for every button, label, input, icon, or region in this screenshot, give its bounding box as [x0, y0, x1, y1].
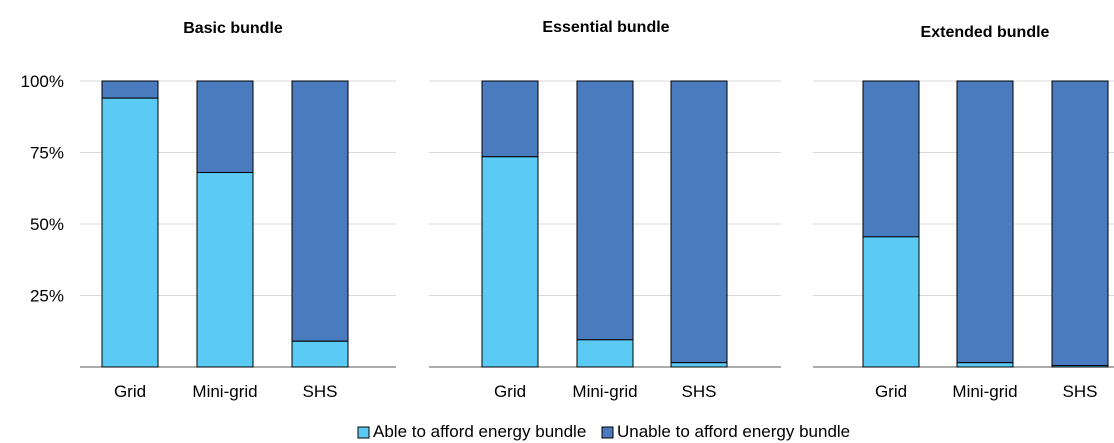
legend-swatch-able	[357, 426, 370, 439]
category-label: SHS	[1063, 382, 1098, 401]
panel-title: Essential bundle	[542, 19, 669, 36]
legend-swatch-unable	[601, 426, 614, 439]
y-tick-label: 25%	[30, 287, 64, 306]
bar-unable-mini-grid	[956, 80, 1014, 364]
legend-label-able: Able to afford energy bundle	[373, 422, 586, 441]
category-label: Grid	[875, 382, 907, 401]
category-label: Grid	[114, 382, 146, 401]
bar-able-mini-grid	[576, 339, 634, 368]
legend: Able to afford energy bundle Unable to a…	[357, 422, 850, 441]
category-label: Mini-grid	[572, 382, 637, 401]
bar-unable-shs	[291, 80, 349, 342]
y-tick-label: 100%	[21, 72, 64, 91]
category-label: Mini-grid	[952, 382, 1017, 401]
bar-unable-mini-grid	[196, 80, 254, 174]
panel-3: Extended bundle Grid Mini-grid SHS	[813, 24, 1114, 401]
bar-unable-shs	[1051, 80, 1109, 367]
category-label: Mini-grid	[192, 382, 257, 401]
legend-label-unable: Unable to afford energy bundle	[617, 422, 850, 441]
bar-able-mini-grid	[196, 172, 254, 368]
bar-unable-grid	[862, 80, 920, 238]
category-label: Grid	[494, 382, 526, 401]
bar-able-shs	[291, 340, 349, 368]
bar-able-shs	[1051, 365, 1109, 368]
bar-unable-mini-grid	[576, 80, 634, 341]
panel-title: Extended bundle	[921, 24, 1050, 41]
bar-able-grid	[481, 156, 539, 368]
y-tick-label: 50%	[30, 215, 64, 234]
bar-able-grid	[862, 236, 920, 368]
bar-able-mini-grid	[956, 362, 1014, 368]
y-tick-label: 75%	[30, 144, 64, 163]
bar-able-grid	[101, 97, 159, 368]
panel-title: Basic bundle	[183, 20, 283, 37]
category-label: SHS	[682, 382, 717, 401]
bar-unable-shs	[670, 80, 728, 364]
y-axis-ticks: 25% 50% 75% 100%	[21, 72, 64, 306]
bar-able-shs	[670, 362, 728, 368]
panel-2: Essential bundle Grid Mini-grid SHS	[429, 19, 781, 401]
bar-unable-grid	[101, 80, 159, 99]
panel-1: Basic bundle Grid Mini-grid SHS	[80, 20, 396, 401]
category-label: SHS	[303, 382, 338, 401]
bar-unable-grid	[481, 80, 539, 158]
